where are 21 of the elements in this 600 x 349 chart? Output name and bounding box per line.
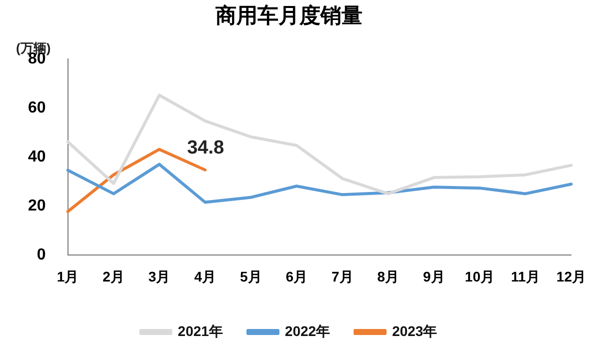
y-tick-label: 60: [28, 100, 46, 117]
legend-label: 2021年: [178, 322, 223, 339]
x-tick-label: 8月: [377, 268, 400, 284]
x-tick-label: 1月: [56, 268, 79, 284]
x-tick-label: 9月: [423, 268, 445, 284]
x-tick-label: 11月: [511, 268, 540, 284]
y-tick-label: 40: [28, 148, 46, 166]
x-tick-label: 6月: [286, 268, 308, 284]
x-tick-label: 2月: [102, 268, 124, 284]
y-tick-label: 20: [28, 198, 46, 215]
chart-title: 商用车月度销量: [214, 3, 362, 28]
x-tick-label: 5月: [240, 268, 262, 284]
x-tick-label: 3月: [148, 268, 170, 284]
x-tick-label: 4月: [194, 268, 216, 284]
legend-label: 2022年: [284, 322, 330, 339]
y-tick-label: 0: [36, 246, 46, 264]
x-tick-label: 10月: [464, 268, 494, 284]
x-tick-label: 12月: [556, 268, 586, 284]
legend-label: 2023年: [392, 322, 438, 339]
x-tick-label: 7月: [331, 268, 354, 284]
data-label: 34.8: [187, 138, 224, 159]
